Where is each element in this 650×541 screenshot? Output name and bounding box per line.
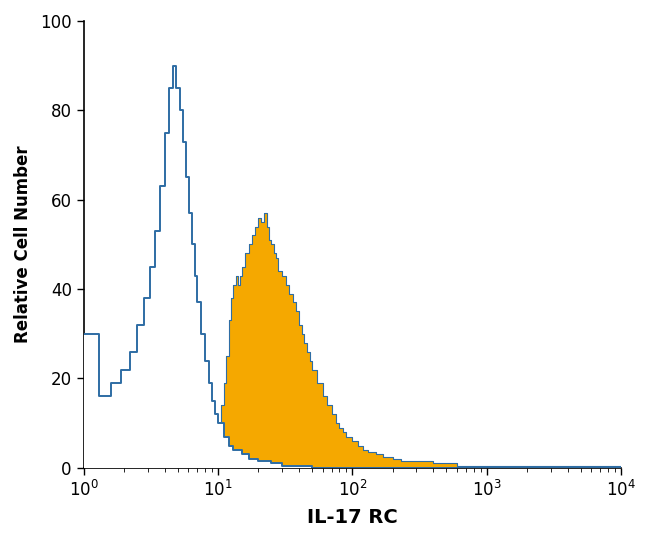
Y-axis label: Relative Cell Number: Relative Cell Number bbox=[14, 146, 32, 343]
X-axis label: IL-17 RC: IL-17 RC bbox=[307, 508, 398, 527]
